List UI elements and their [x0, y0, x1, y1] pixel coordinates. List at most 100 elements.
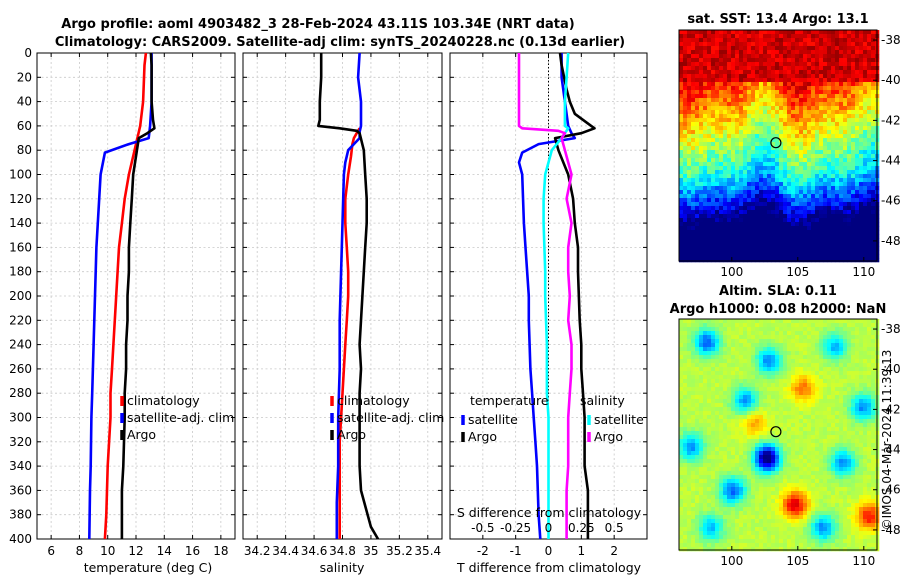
map-pixel	[763, 234, 768, 239]
map-pixel	[707, 331, 712, 336]
map-pixel	[727, 439, 732, 444]
map-lon-tick-label: 105	[786, 265, 809, 279]
map-pixel	[831, 110, 836, 115]
map-pixel	[839, 30, 844, 35]
map-pixel	[747, 355, 752, 360]
map-pixel	[691, 206, 696, 211]
map-pixel	[863, 78, 868, 83]
map-pixel	[715, 355, 720, 360]
map-pixel	[687, 58, 692, 63]
map-pixel	[815, 122, 820, 127]
map-pixel	[871, 431, 876, 436]
map-pixel	[763, 82, 768, 87]
map-pixel	[771, 222, 776, 227]
map-pixel	[683, 142, 688, 147]
map-pixel	[767, 78, 772, 83]
map-pixel	[859, 335, 864, 340]
map-pixel	[831, 222, 836, 227]
map-pixel	[835, 122, 840, 127]
map-pixel	[787, 339, 792, 344]
map-pixel	[751, 359, 756, 364]
map-pixel	[847, 419, 852, 424]
map-pixel	[695, 355, 700, 360]
map-pixel	[867, 415, 872, 420]
map-pixel	[799, 234, 804, 239]
map-pixel	[831, 142, 836, 147]
map-pixel	[859, 327, 864, 332]
map-pixel	[827, 399, 832, 404]
x-tick-label: 12	[128, 544, 143, 558]
map-pixel	[687, 367, 692, 372]
map-pixel	[691, 150, 696, 155]
map-pixel	[799, 447, 804, 452]
map-pixel	[747, 146, 752, 151]
map-pixel	[759, 46, 764, 51]
map-pixel	[755, 250, 760, 255]
map-pixel	[779, 110, 784, 115]
map-pixel	[751, 443, 756, 448]
map-pixel	[851, 118, 856, 123]
map-pixel	[823, 327, 828, 332]
map-pixel	[747, 439, 752, 444]
map-pixel	[683, 102, 688, 107]
map-pixel	[795, 455, 800, 460]
map-pixel	[835, 106, 840, 111]
map-pixel	[735, 383, 740, 388]
map-pixel	[727, 375, 732, 380]
map-pixel	[767, 66, 772, 71]
map-pixel	[699, 371, 704, 376]
map-pixel	[767, 30, 772, 35]
map-pixel	[691, 42, 696, 47]
map-pixel	[707, 254, 712, 259]
map-pixel	[699, 82, 704, 87]
map-pixel	[695, 74, 700, 79]
map-pixel	[859, 214, 864, 219]
map-pixel	[735, 254, 740, 259]
map-pixel	[711, 46, 716, 51]
map-pixel	[703, 375, 708, 380]
depth-tick-label: 220	[9, 313, 32, 327]
map-pixel	[791, 254, 796, 259]
map-pixel	[803, 186, 808, 191]
map-pixel	[691, 46, 696, 51]
map-pixel	[863, 323, 868, 328]
map-pixel	[863, 198, 868, 203]
map-pixel	[859, 391, 864, 396]
map-pixel	[791, 178, 796, 183]
map-pixel	[719, 126, 724, 131]
map-pixel	[759, 379, 764, 384]
map-pixel	[791, 98, 796, 103]
map-pixel	[739, 206, 744, 211]
map-pixel	[831, 254, 836, 259]
map-pixel	[847, 178, 852, 183]
map-pixel	[867, 343, 872, 348]
map-pixel	[815, 427, 820, 432]
map-pixel	[843, 415, 848, 420]
map-pixel	[711, 435, 716, 440]
map-pixel	[719, 58, 724, 63]
map-pixel	[767, 54, 772, 59]
map-pixel	[739, 42, 744, 47]
map-pixel	[811, 359, 816, 364]
map-pixel	[739, 182, 744, 187]
map-pixel	[759, 110, 764, 115]
map-pixel	[727, 190, 732, 195]
map-pixel	[687, 234, 692, 239]
map-pixel	[819, 234, 824, 239]
map-pixel	[867, 250, 872, 255]
map-pixel	[771, 359, 776, 364]
map-pixel	[767, 423, 772, 428]
map-pixel	[859, 90, 864, 95]
map-pixel	[795, 415, 800, 420]
map-pixel	[715, 427, 720, 432]
map-pixel	[807, 242, 812, 247]
map-pixel	[815, 106, 820, 111]
map-pixel	[863, 174, 868, 179]
map-pixel	[811, 178, 816, 183]
map-pixel	[787, 154, 792, 159]
map-pixel	[783, 343, 788, 348]
map-pixel	[851, 106, 856, 111]
map-pixel	[771, 375, 776, 380]
map-pixel	[819, 399, 824, 404]
map-pixel	[699, 54, 704, 59]
